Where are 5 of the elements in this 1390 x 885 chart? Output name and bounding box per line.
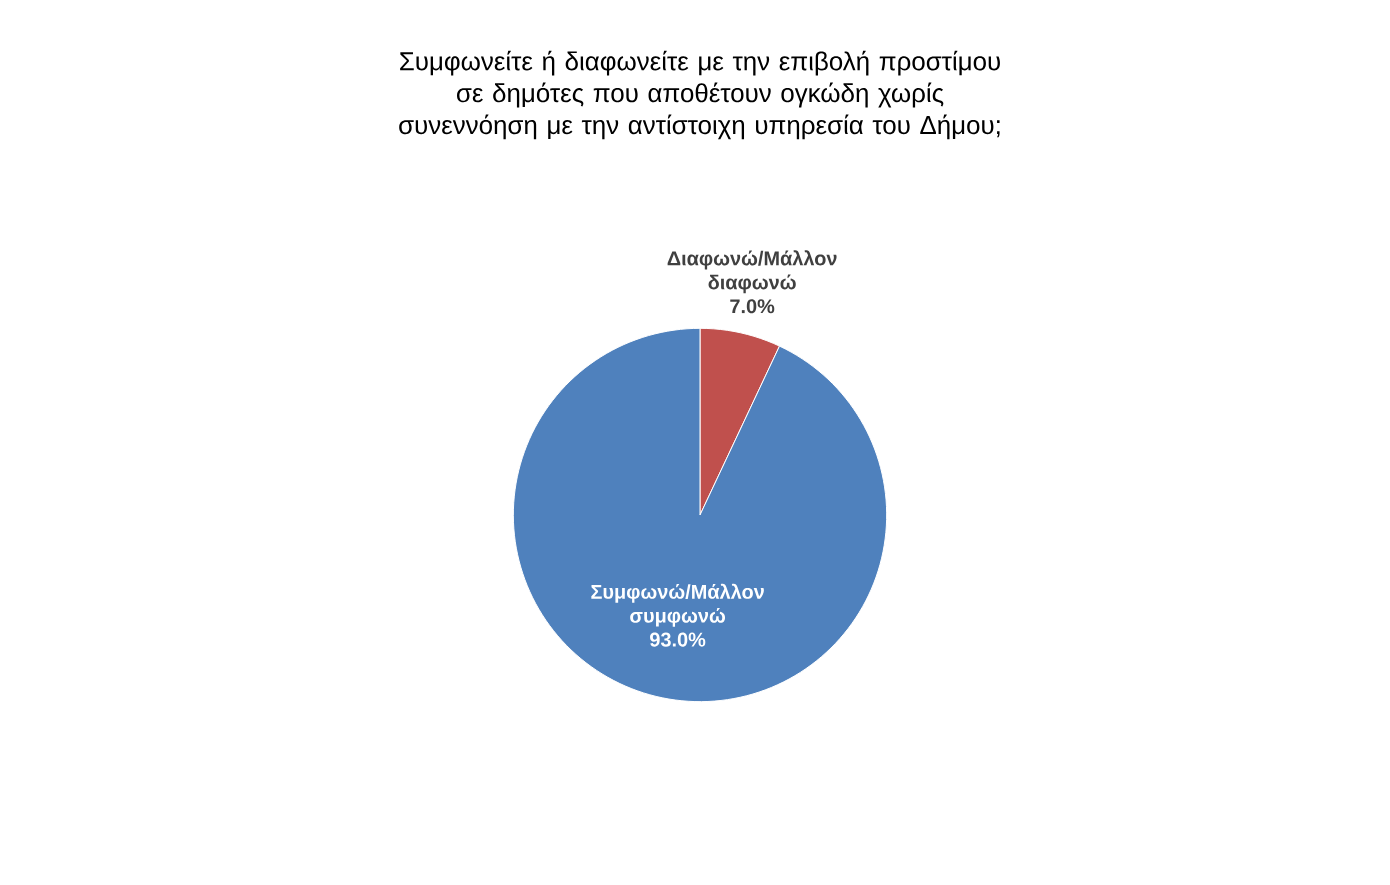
data-label: 93.0% [650, 632, 706, 647]
chart-title: Συμφωνείτε ή διαφωνείτε με την επιβολή προστίμου σε δημότες που αποθέτουν ογκώδη χωρίς συνεννόηση με την αντίστοιχη υπηρεσία του Δήμου; [399, 50, 1000, 140]
data-label: 7.0% [730, 299, 775, 314]
slice-label: Συμφωνώ/Μάλλον συμφωνώ [591, 583, 764, 627]
slice-label: Διαφωνώ/Μάλλον διαφωνώ [667, 250, 837, 294]
